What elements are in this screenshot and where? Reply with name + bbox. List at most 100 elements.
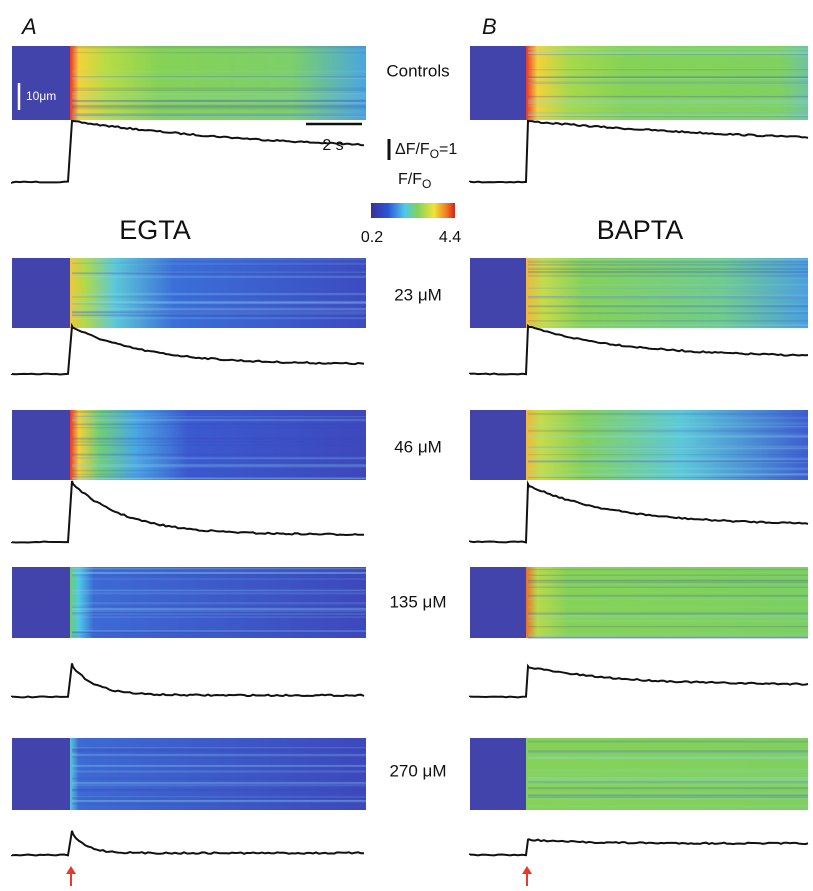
image-texture (72, 308, 366, 309)
image-texture (528, 96, 808, 97)
image-texture (528, 741, 808, 743)
image-texture (528, 586, 808, 587)
image-texture (72, 631, 366, 633)
subscript: O (430, 147, 439, 161)
image-texture (528, 477, 808, 478)
image-texture (72, 100, 366, 102)
image-texture (528, 261, 808, 263)
panel-label: A (20, 14, 37, 39)
image-texture (72, 95, 366, 97)
fluorescence-trace (470, 326, 808, 374)
image-baseline (470, 258, 526, 328)
text: ΔF/F (395, 141, 430, 158)
image-texture (72, 778, 366, 779)
image-texture (528, 264, 808, 265)
image-texture (528, 305, 808, 307)
image-texture (528, 55, 808, 56)
image-baseline (470, 410, 526, 480)
fluorescence-trace (12, 663, 364, 697)
image-texture (528, 448, 808, 450)
time-scale-label: 2 s (322, 137, 343, 154)
image-texture (528, 259, 808, 261)
fluorescence-trace (12, 481, 364, 542)
image-texture (72, 616, 366, 618)
image-texture (528, 52, 808, 54)
image-texture (72, 441, 366, 442)
image-texture (528, 777, 808, 779)
row-label: 23 μM (394, 285, 442, 304)
image-texture (528, 275, 808, 277)
condition-label: BAPTA (597, 215, 684, 245)
image-texture (528, 271, 808, 273)
image-texture (528, 82, 808, 84)
image-texture (72, 98, 366, 99)
image-texture (528, 101, 808, 103)
fluorescence-trace (12, 326, 364, 374)
image-baseline (12, 258, 70, 328)
image-texture (528, 458, 808, 460)
image-texture (528, 48, 808, 50)
image-texture (72, 263, 366, 264)
image-texture (528, 422, 808, 424)
image-texture (72, 592, 366, 594)
image-texture (528, 771, 808, 772)
image-texture (528, 303, 808, 305)
image-texture (528, 426, 808, 428)
length-scale-label: 10μm (26, 89, 56, 103)
image-texture (528, 473, 808, 475)
image-texture (528, 787, 808, 789)
image-baseline (12, 738, 70, 810)
image-baseline (470, 46, 526, 120)
image-texture (528, 417, 808, 419)
image-texture (72, 590, 366, 592)
image-texture (72, 87, 366, 89)
image-baseline (470, 567, 526, 638)
image-texture (72, 748, 366, 750)
image-texture (72, 800, 366, 802)
image-texture (72, 296, 366, 298)
image-texture (72, 574, 366, 576)
image-texture (528, 320, 808, 321)
image-texture (528, 774, 808, 776)
image-texture (72, 464, 366, 466)
image-texture (72, 416, 366, 417)
image-texture (528, 569, 808, 570)
image-texture (72, 608, 366, 610)
image-texture (72, 76, 366, 77)
image-texture (72, 93, 366, 95)
image-texture (72, 293, 366, 295)
image-texture (72, 273, 366, 275)
image-texture (72, 457, 366, 458)
image-texture (528, 595, 808, 597)
panel-label: B (482, 14, 497, 39)
row-label: 46 μM (394, 437, 442, 456)
condition-label: EGTA (119, 215, 191, 245)
image-texture (72, 89, 366, 91)
image-texture (72, 477, 366, 479)
image-baseline (12, 46, 70, 120)
image-texture (72, 568, 366, 569)
image-texture (72, 613, 366, 615)
image-texture (528, 278, 808, 279)
image-texture (528, 781, 808, 783)
colorbar-min: 0.2 (361, 229, 383, 246)
image-texture (528, 434, 808, 436)
image-texture (528, 620, 808, 621)
image-texture (72, 258, 366, 260)
image-texture (72, 411, 366, 413)
image-texture (72, 317, 366, 319)
row-label: Controls (386, 61, 449, 80)
subscript: O (422, 177, 431, 191)
image-texture (72, 470, 366, 472)
image-texture (528, 635, 808, 637)
text: F/F (398, 171, 422, 188)
fluorescence-trace (12, 831, 364, 856)
image-baseline (12, 567, 70, 638)
image-texture (528, 797, 808, 799)
image-texture (72, 276, 366, 278)
image-texture (72, 578, 366, 580)
image-texture (528, 447, 808, 448)
text: =1 (439, 141, 457, 158)
image-texture (72, 802, 366, 804)
image-texture (72, 438, 366, 440)
